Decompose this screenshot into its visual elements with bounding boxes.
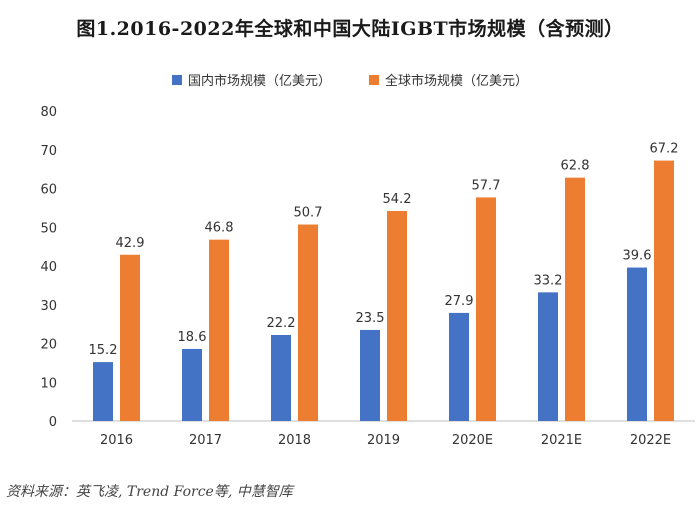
legend-item-domestic: 国内市场规模（亿美元） bbox=[171, 70, 331, 89]
bar-domestic bbox=[627, 267, 647, 421]
legend-label-global: 全球市场规模（亿美元） bbox=[385, 74, 529, 89]
data-label-global: 42.9 bbox=[116, 236, 145, 251]
bar-global bbox=[298, 224, 318, 421]
data-label-domestic: 15.2 bbox=[89, 343, 118, 358]
data-label-global: 50.7 bbox=[294, 206, 323, 221]
x-tick-label: 2020E bbox=[452, 433, 493, 448]
legend-swatch-domestic bbox=[171, 74, 182, 85]
data-label-domestic: 27.9 bbox=[445, 294, 474, 309]
y-tick-label: 40 bbox=[40, 260, 57, 275]
y-tick-label: 80 bbox=[40, 105, 57, 120]
y-tick-label: 30 bbox=[40, 299, 57, 314]
bar-global bbox=[209, 239, 229, 421]
bar-domestic bbox=[538, 292, 558, 421]
data-label-domestic: 39.6 bbox=[623, 249, 652, 264]
x-tick-label: 2019 bbox=[367, 433, 400, 448]
bar-domestic bbox=[360, 329, 380, 421]
y-tick-label: 60 bbox=[40, 183, 57, 198]
chart-title: 图1.2016-2022年全球和中国大陆IGBT市场规模（含预测） bbox=[76, 18, 624, 40]
data-label-global: 67.2 bbox=[650, 142, 679, 157]
bar-global bbox=[654, 160, 674, 421]
y-tick-label: 70 bbox=[40, 144, 57, 159]
x-tick-label: 2021E bbox=[541, 433, 582, 448]
x-tick-label: 2018 bbox=[278, 433, 311, 448]
data-label-domestic: 23.5 bbox=[356, 311, 385, 326]
bar-global bbox=[120, 254, 140, 421]
bar-domestic bbox=[182, 348, 202, 421]
data-label-domestic: 18.6 bbox=[178, 330, 207, 345]
bar-domestic bbox=[271, 334, 291, 421]
y-tick-label: 10 bbox=[40, 376, 57, 391]
legend-label-domestic: 国内市场规模（亿美元） bbox=[187, 74, 331, 89]
y-tick-label: 0 bbox=[49, 415, 57, 430]
data-label-global: 62.8 bbox=[561, 159, 590, 174]
legend-swatch-global bbox=[369, 74, 379, 85]
data-label-domestic: 22.2 bbox=[267, 316, 296, 331]
x-tick-label: 2016 bbox=[100, 433, 133, 448]
x-tick-label: 2022E bbox=[630, 433, 671, 448]
bar-global bbox=[476, 197, 496, 421]
bar-global bbox=[387, 210, 407, 421]
bar-domestic bbox=[449, 312, 469, 421]
data-label-global: 54.2 bbox=[383, 192, 412, 207]
data-label-global: 57.7 bbox=[472, 178, 501, 193]
bar-domestic bbox=[93, 362, 113, 421]
bar-global bbox=[565, 177, 585, 421]
source-note: 资料来源：英飞凌, Trend Force等, 中慧智库 bbox=[6, 484, 293, 500]
y-tick-label: 20 bbox=[40, 338, 57, 353]
data-label-global: 46.8 bbox=[205, 221, 234, 236]
y-tick-label: 50 bbox=[40, 221, 57, 236]
x-tick-label: 2017 bbox=[189, 433, 222, 448]
chart-legend: 国内市场规模（亿美元） 全球市场规模（亿美元） bbox=[0, 70, 700, 89]
data-label-domestic: 33.2 bbox=[534, 273, 563, 288]
legend-item-global: 全球市场规模（亿美元） bbox=[369, 70, 528, 89]
